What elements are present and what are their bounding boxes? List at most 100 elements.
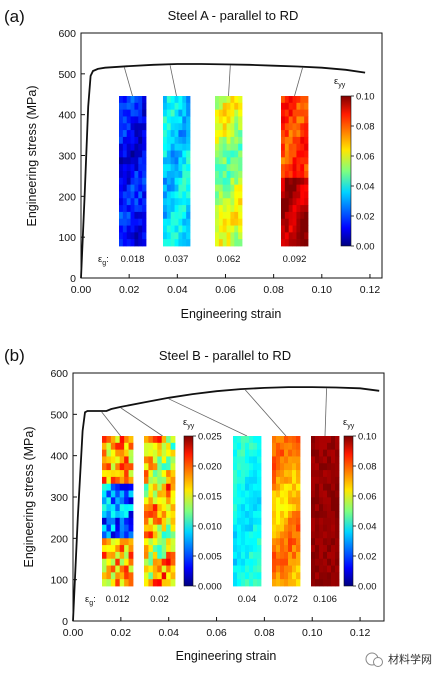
strain-map-cell: [186, 150, 191, 158]
strain-map-cell: [292, 136, 297, 145]
strain-map-cell: [300, 150, 305, 158]
strain-map-cell: [284, 218, 290, 226]
strain-map-cell: [238, 136, 243, 145]
strain-map-cell: [152, 511, 158, 519]
strain-map-cell: [170, 524, 176, 532]
strain-map-cell: [272, 470, 277, 478]
strain-map-cell: [126, 109, 131, 117]
strain-map-cell: [170, 225, 175, 233]
strain-map-cell: [126, 164, 131, 172]
strain-map-cell: [178, 150, 183, 158]
strain-map-cell: [124, 524, 129, 532]
strain-map-cell: [115, 531, 121, 539]
strain-map-cell: [148, 470, 154, 478]
strain-map-cell: [331, 470, 336, 478]
strain-map-cell: [106, 483, 112, 491]
strain-map-cell: [233, 490, 238, 498]
strain-map-cell: [130, 177, 135, 186]
strain-map-cell: [170, 218, 175, 226]
strain-map-cell: [215, 239, 220, 247]
strain-map-cell: [241, 436, 246, 444]
strain-map-cell: [161, 436, 167, 444]
strain-map-cell: [124, 538, 129, 546]
strain-map-cell: [257, 456, 262, 464]
strain-map-cell: [122, 150, 128, 158]
strain-map-cell: [233, 545, 238, 553]
strain-map-cell: [292, 579, 297, 587]
strain-map-cell: [178, 205, 183, 213]
strain-map-cell: [304, 150, 309, 158]
strain-map-cell: [284, 531, 289, 539]
strain-map: [215, 96, 243, 247]
strain-map-cell: [245, 456, 250, 464]
strain-map-cell: [245, 436, 250, 444]
strain-map-cell: [134, 102, 139, 111]
strain-map-cell: [178, 211, 183, 220]
strain-map-cell: [281, 136, 286, 145]
strain-map-cell: [272, 449, 277, 457]
strain-map-cell: [304, 171, 309, 179]
strain-map: [163, 96, 191, 247]
strain-map-cell: [284, 545, 289, 553]
strain-map-cell: [126, 232, 131, 240]
strain-map-cell: [288, 545, 293, 553]
strain-map-cell: [218, 143, 224, 151]
strain-map-cell: [119, 102, 124, 111]
strain-map-cell: [241, 504, 246, 512]
x-tick-label: 0.02: [111, 627, 132, 639]
strain-map-cell: [152, 545, 158, 553]
strain-map-cell: [292, 490, 297, 498]
strain-map-cell: [233, 442, 238, 451]
strain-map-cell: [106, 565, 112, 573]
leader-line: [324, 388, 327, 437]
strain-map-cell: [222, 218, 227, 226]
strain-map-cell: [163, 150, 168, 158]
strain-map-cell: [288, 565, 293, 573]
strain-map-cell: [304, 164, 309, 172]
strain-map-cell: [311, 470, 316, 478]
strain-map-cell: [122, 218, 128, 226]
strain-map-cell: [144, 456, 149, 464]
strain-map-cell: [222, 116, 227, 124]
strain-map-cell: [218, 218, 224, 226]
strain-map-cell: [272, 476, 277, 485]
strain-map-cell: [178, 123, 183, 131]
strain-map-cell: [233, 531, 238, 539]
strain-map-cell: [230, 191, 235, 199]
strain-map-cell: [134, 191, 139, 199]
strain-map-cell: [102, 545, 107, 553]
strain-map-cell: [315, 579, 320, 587]
strain-map-cell: [152, 558, 158, 566]
strain-map-cell: [272, 565, 277, 573]
strain-map-cell: [142, 96, 147, 104]
strain-map-cell: [304, 239, 309, 247]
strain-map-cell: [292, 102, 297, 111]
strain-map-cell: [292, 504, 297, 512]
strain-map-cell: [276, 497, 281, 505]
panel-b-xlabel: Engineering strain: [176, 649, 277, 663]
strain-map-cell: [323, 565, 328, 573]
strain-map-cell: [178, 218, 183, 226]
strain-map-cell: [296, 171, 301, 179]
y-tick-label: 100: [58, 232, 76, 244]
strain-map-cell: [315, 497, 320, 505]
strain-map-cell: [138, 184, 143, 192]
leader-line: [244, 389, 287, 437]
strain-map-cell: [170, 572, 176, 580]
strain-map-cell: [215, 218, 220, 226]
strain-map-cell: [119, 538, 125, 546]
strain-map-cell: [124, 449, 129, 457]
strain-map-cell: [218, 205, 224, 213]
y-tick-label: 200: [50, 533, 68, 545]
strain-map-cell: [102, 511, 107, 519]
strain-map-cell: [226, 130, 231, 138]
strain-map-cell: [115, 524, 121, 532]
strain-map-cell: [163, 218, 168, 226]
strain-map-cell: [249, 436, 254, 444]
strain-map-cell: [253, 476, 258, 485]
strain-map-cell: [335, 497, 340, 505]
strain-map-cell: [166, 191, 172, 199]
strain-map-cell: [130, 232, 135, 240]
strain-map-cell: [144, 449, 149, 457]
strain-map-cell: [102, 538, 107, 546]
